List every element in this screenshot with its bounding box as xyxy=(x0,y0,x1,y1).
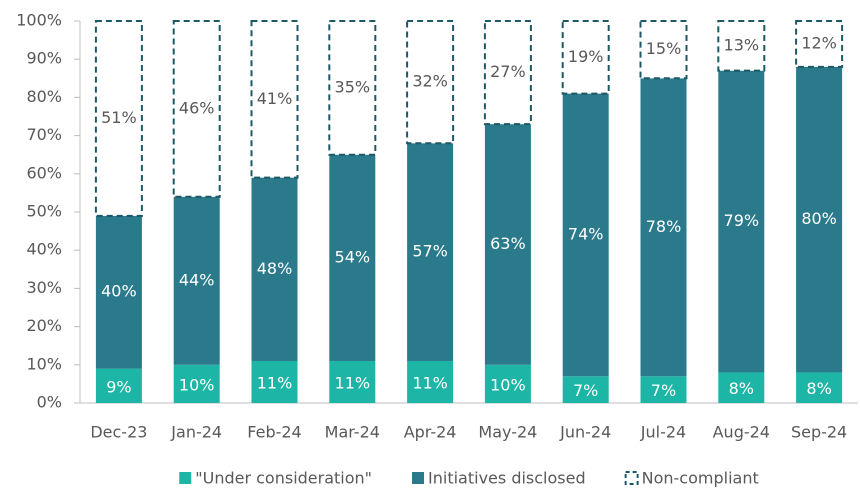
bar-segment xyxy=(95,368,142,403)
bar-segment xyxy=(329,154,376,361)
y-tick-label: 50% xyxy=(26,202,62,221)
bar-segment xyxy=(172,20,221,198)
y-tick-label: 40% xyxy=(26,240,62,259)
bar-segment xyxy=(561,20,610,95)
x-tick-label: Feb-24 xyxy=(247,423,301,442)
y-tick-label: 100% xyxy=(16,11,62,30)
legend-label: "Under consideration" xyxy=(195,469,372,488)
x-tick-label: Jul-24 xyxy=(640,423,686,442)
bar-segment xyxy=(796,66,843,373)
x-tick-label: Jan-24 xyxy=(170,423,222,442)
x-tick-label: Dec-23 xyxy=(90,423,147,442)
bar-segment xyxy=(173,196,220,365)
bar-segment xyxy=(250,20,299,179)
value-label: 11% xyxy=(335,373,371,392)
bar-segment xyxy=(94,20,143,217)
legend-item: "Under consideration" xyxy=(179,469,372,488)
legend-item: Initiatives disclosed xyxy=(412,469,586,488)
bar-segment xyxy=(640,376,687,403)
x-tick-label: Mar-24 xyxy=(325,423,380,442)
bar-segment xyxy=(407,360,454,403)
bar-segment xyxy=(796,372,843,403)
value-label: 15% xyxy=(646,39,682,58)
value-label: 41% xyxy=(257,89,293,108)
legend-item: Non-compliant xyxy=(624,469,759,488)
bar-segment xyxy=(251,177,298,361)
value-label: 51% xyxy=(101,108,137,127)
y-tick-label: 0% xyxy=(37,393,62,412)
bar-segment xyxy=(173,364,220,403)
value-label: 9% xyxy=(106,377,131,396)
bar-segment xyxy=(717,20,766,72)
bar-segment xyxy=(562,376,609,403)
y-tick-label: 10% xyxy=(26,354,62,373)
value-label: 79% xyxy=(724,211,760,230)
value-label: 8% xyxy=(806,379,831,398)
value-label: 11% xyxy=(257,373,293,392)
bar-segment xyxy=(639,20,688,80)
bar-segment xyxy=(484,364,531,403)
value-label: 8% xyxy=(729,379,754,398)
legend-marker xyxy=(412,472,425,484)
value-label: 78% xyxy=(646,217,682,236)
bar-segment xyxy=(329,360,376,403)
y-tick-label: 90% xyxy=(26,49,62,68)
bar-segment xyxy=(640,78,687,377)
bar-segment xyxy=(484,124,531,365)
y-tick-label: 30% xyxy=(26,278,62,297)
value-label: 13% xyxy=(724,35,760,54)
x-tick-label: Jun-24 xyxy=(559,423,611,442)
y-tick-label: 60% xyxy=(26,163,62,182)
value-label: 40% xyxy=(101,282,137,301)
value-label: 10% xyxy=(490,375,526,394)
value-label: 74% xyxy=(568,224,604,243)
bar-segment xyxy=(406,20,455,145)
bar-segment xyxy=(328,20,377,156)
value-label: 19% xyxy=(568,47,604,66)
value-label: 32% xyxy=(412,72,448,91)
bar-segment xyxy=(251,360,298,403)
legend-marker xyxy=(624,471,639,485)
bar-segment xyxy=(483,20,532,126)
value-label: 11% xyxy=(412,373,448,392)
x-tick-label: Sep-24 xyxy=(791,423,847,442)
value-label: 27% xyxy=(490,62,526,81)
value-label: 54% xyxy=(335,247,371,266)
value-label: 35% xyxy=(335,77,371,96)
value-label: 80% xyxy=(801,209,837,228)
value-label: 44% xyxy=(179,270,215,289)
bar-segment xyxy=(562,93,609,377)
bar-segment xyxy=(795,20,844,68)
value-label: 46% xyxy=(179,98,215,117)
value-label: 63% xyxy=(490,234,526,253)
y-tick-label: 70% xyxy=(26,125,62,144)
value-label: 57% xyxy=(412,242,448,261)
value-label: 12% xyxy=(801,33,837,52)
bar-segment xyxy=(95,215,142,369)
value-label: 7% xyxy=(573,381,598,400)
x-tick-label: May-24 xyxy=(478,423,537,442)
legend-label: Initiatives disclosed xyxy=(428,469,586,488)
bar-segment xyxy=(718,372,765,403)
x-tick-label: Aug-24 xyxy=(713,423,770,442)
value-label: 48% xyxy=(257,259,293,278)
legend-marker xyxy=(179,472,192,484)
value-label: 10% xyxy=(179,375,215,394)
bar-segment xyxy=(407,143,454,361)
legend-label: Non-compliant xyxy=(642,469,759,488)
value-label: 7% xyxy=(651,381,676,400)
y-tick-label: 80% xyxy=(26,87,62,106)
y-tick-label: 20% xyxy=(26,316,62,335)
x-tick-label: Apr-24 xyxy=(404,423,457,442)
bar-segment xyxy=(718,70,765,373)
